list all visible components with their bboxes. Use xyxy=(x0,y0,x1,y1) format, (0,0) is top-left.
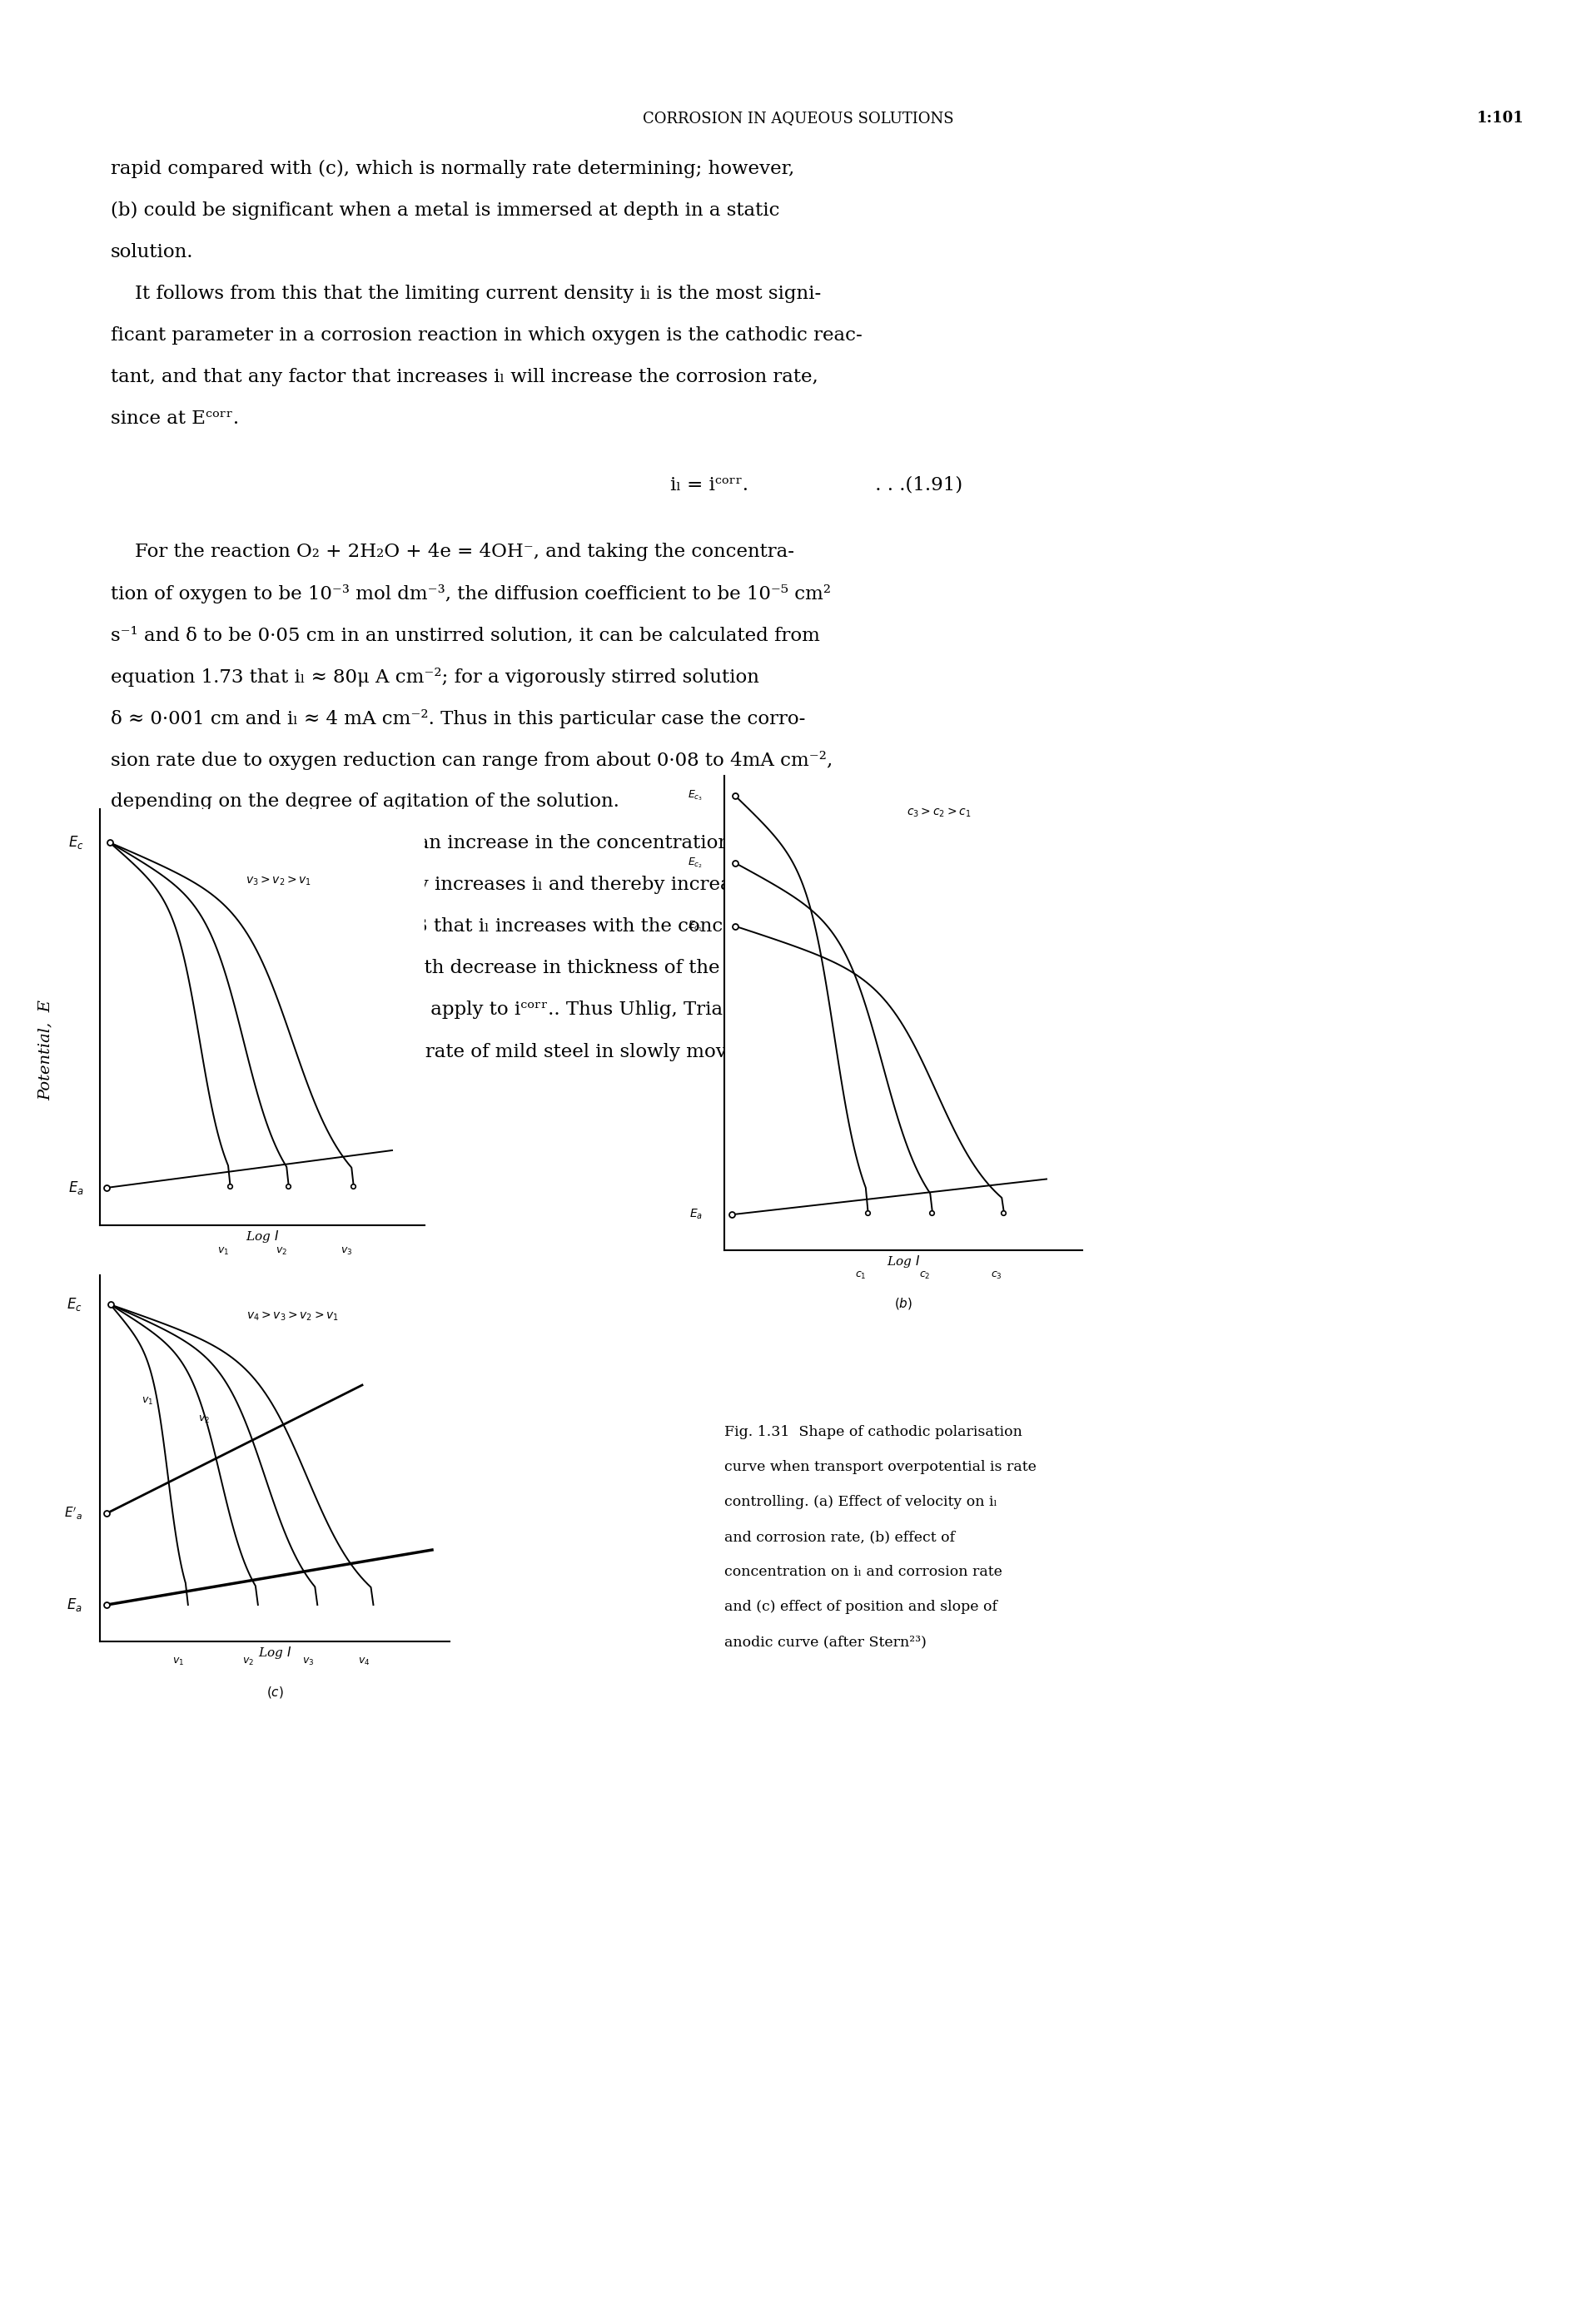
Text: $v_4>v_3>v_2>v_1$: $v_4>v_3>v_2>v_1$ xyxy=(246,1311,338,1322)
Text: sion rate due to oxygen reduction can range from about 0·08 to 4mA cm⁻²,: sion rate due to oxygen reduction can ra… xyxy=(110,751,833,769)
Text: since at Eᶜᵒʳʳ.: since at Eᶜᵒʳʳ. xyxy=(110,409,239,428)
Text: tion of oxygen to be 10⁻³ mol dm⁻³, the diffusion coefficient to be 10⁻⁵ cm²: tion of oxygen to be 10⁻³ mol dm⁻³, the … xyxy=(110,583,832,604)
X-axis label: Log $I$: Log $I$ xyxy=(886,1253,919,1269)
Text: $v_2$: $v_2$ xyxy=(198,1415,209,1425)
Text: $v_2$: $v_2$ xyxy=(243,1657,254,1666)
Text: $v_1$: $v_1$ xyxy=(172,1657,185,1666)
Text: For the reaction O₂ + 2H₂O + 4e = 4OH⁻, and taking the concentra-: For the reaction O₂ + 2H₂O + 4e = 4OH⁻, … xyxy=(110,544,795,560)
Text: oxygen and temperature, and with decrease in thickness of the diffusion: oxygen and temperature, and with decreas… xyxy=(110,960,809,976)
Text: It follows from this that the limiting current density iₗ is the most signi-: It follows from this that the limiting c… xyxy=(110,284,820,302)
Text: $E_a$: $E_a$ xyxy=(67,1597,83,1613)
Text: $v_2$: $v_2$ xyxy=(276,1246,287,1257)
Text: $(b)$: $(b)$ xyxy=(894,1297,913,1311)
Text: $E_{c_2}$: $E_{c_2}$ xyxy=(688,855,702,869)
Text: layer, and similar considerations apply to iᶜᵒʳʳ.. Thus Uhlig, Triadis and: layer, and similar considerations apply … xyxy=(110,1002,793,1018)
Text: iₗ = iᶜᵒʳʳ.                     . . .(1.91): iₗ = iᶜᵒʳʳ. . . .(1.91) xyxy=(670,476,962,495)
Text: CORROSION IN AQUEOUS SOLUTIONS: CORROSION IN AQUEOUS SOLUTIONS xyxy=(643,112,953,125)
Text: $c_1$: $c_1$ xyxy=(855,1269,867,1281)
Text: solution.: solution. xyxy=(110,244,193,260)
Text: concentration on iₗ and corrosion rate: concentration on iₗ and corrosion rate xyxy=(725,1564,1002,1578)
X-axis label: Log $I$: Log $I$ xyxy=(259,1645,292,1662)
Text: $c_2$: $c_2$ xyxy=(919,1269,930,1281)
Text: $v_1$: $v_1$ xyxy=(142,1397,153,1406)
Text: anodic curve (after Stern²³): anodic curve (after Stern²³) xyxy=(725,1634,927,1650)
Text: $c_3>c_2>c_1$: $c_3>c_2>c_1$ xyxy=(907,806,972,818)
Text: δ ≈ 0·001 cm and iₗ ≈ 4 mA cm⁻². Thus in this particular case the corro-: δ ≈ 0·001 cm and iₗ ≈ 4 mA cm⁻². Thus in… xyxy=(110,709,806,727)
Text: $(c)$: $(c)$ xyxy=(267,1685,284,1701)
Text: $v_3$: $v_3$ xyxy=(302,1657,314,1666)
Text: Stern²⁶ found that the corrosion rate of mild steel in slowly moving water at: Stern²⁶ found that the corrosion rate of… xyxy=(110,1041,844,1062)
Text: Fig. 1.31  Shape of cathodic polarisation: Fig. 1.31 Shape of cathodic polarisation xyxy=(725,1425,1023,1439)
Text: $v_3>v_2>v_1$: $v_3>v_2>v_1$ xyxy=(246,874,311,888)
Text: $E_{c_3}$: $E_{c_3}$ xyxy=(688,788,702,802)
Text: $v_4$: $v_4$ xyxy=(358,1657,370,1666)
Text: $v_1$: $v_1$ xyxy=(217,1246,230,1257)
Text: Figure 1.31a to c shows how an increase in the concentration of dissolved: Figure 1.31a to c shows how an increase … xyxy=(110,834,851,853)
Text: 1:101: 1:101 xyxy=(1476,112,1524,125)
Text: ficant parameter in a corrosion reaction in which oxygen is the cathodic reac-: ficant parameter in a corrosion reaction… xyxy=(110,325,862,344)
X-axis label: Log $I$: Log $I$ xyxy=(246,1229,279,1246)
Text: and corrosion rate, (b) effect of: and corrosion rate, (b) effect of xyxy=(725,1529,954,1543)
Text: curve when transport overpotential is rate: curve when transport overpotential is ra… xyxy=(725,1459,1036,1473)
Text: $(a)$: $(a)$ xyxy=(254,1276,271,1292)
Text: $v_3$: $v_3$ xyxy=(340,1246,353,1257)
Text: $E_a$: $E_a$ xyxy=(689,1208,702,1222)
Text: controlling. (a) Effect of velocity on iₗ: controlling. (a) Effect of velocity on i… xyxy=(725,1494,998,1508)
Text: $E_{c_1}$: $E_{c_1}$ xyxy=(688,918,702,932)
Text: tant, and that any factor that increases iₗ will increase the corrosion rate,: tant, and that any factor that increases… xyxy=(110,367,819,386)
Text: oxygen or an increase in velocity increases iₗ and thereby increases iᶜᵒʳʳ. It: oxygen or an increase in velocity increa… xyxy=(110,876,828,895)
Text: $E_c$: $E_c$ xyxy=(67,1297,83,1313)
Text: has been shown in equation 1.73 that iₗ increases with the concentration of: has been shown in equation 1.73 that iₗ … xyxy=(110,918,836,937)
Text: depending on the degree of agitation of the solution.: depending on the degree of agitation of … xyxy=(110,792,619,811)
Text: $E_c$: $E_c$ xyxy=(69,834,83,851)
Text: rapid compared with (c), which is normally rate determining; however,: rapid compared with (c), which is normal… xyxy=(110,160,795,179)
Text: $c_3$: $c_3$ xyxy=(991,1269,1002,1281)
Text: (b) could be significant when a metal is immersed at depth in a static: (b) could be significant when a metal is… xyxy=(110,202,780,221)
Text: equation 1.73 that iₗ ≈ 80μ A cm⁻²; for a vigorously stirred solution: equation 1.73 that iₗ ≈ 80μ A cm⁻²; for … xyxy=(110,667,760,686)
Text: $E_a$: $E_a$ xyxy=(69,1181,83,1197)
Text: Potential,  E: Potential, E xyxy=(38,999,53,1102)
Text: and (c) effect of position and slope of: and (c) effect of position and slope of xyxy=(725,1599,998,1613)
Text: $E'_a$: $E'_a$ xyxy=(64,1506,83,1522)
Text: s⁻¹ and δ to be 0·05 cm in an unstirred solution, it can be calculated from: s⁻¹ and δ to be 0·05 cm in an unstirred … xyxy=(110,625,820,644)
